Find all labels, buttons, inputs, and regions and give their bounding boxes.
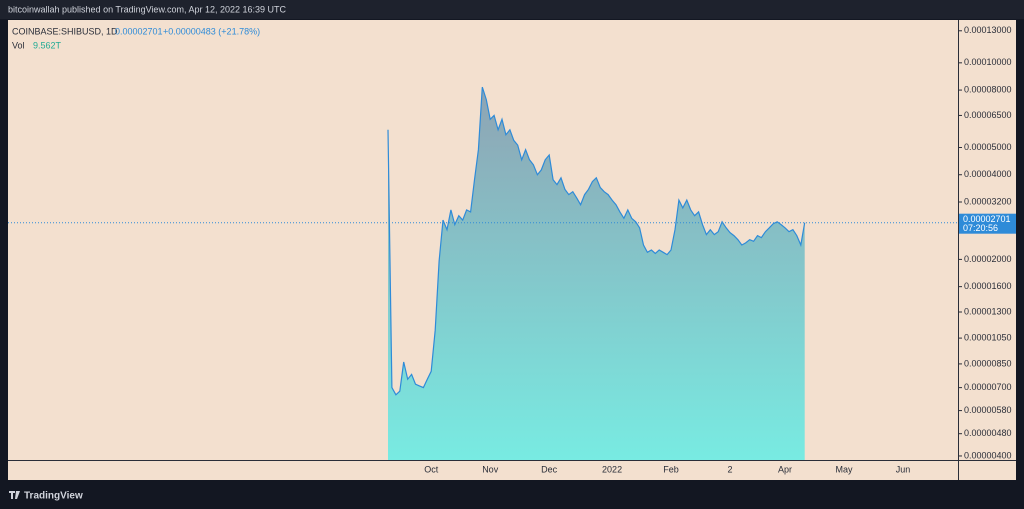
volume-value: 9.562T [33, 40, 62, 50]
time-axis [8, 461, 958, 480]
price-change: +0.00000483 (+21.78%) [163, 26, 260, 36]
last-price: 0.00002701 [115, 26, 163, 36]
x-tick-label: Jun [896, 464, 911, 474]
price-axis [959, 20, 1016, 480]
last-price-label: 0.00002701 [963, 214, 1011, 224]
y-tick-label: 0.00004000 [964, 169, 1012, 179]
y-tick-label: 0.00013000 [964, 25, 1012, 35]
x-tick-label: Oct [424, 464, 439, 474]
header-text: bitcoinwallah published on TradingView.c… [8, 4, 287, 14]
header-bar [0, 0, 1024, 19]
y-tick-label: 0.00010000 [964, 57, 1012, 67]
logo-icon [9, 491, 20, 499]
footer-text: TradingView [24, 491, 83, 502]
y-tick-label: 0.00008000 [964, 84, 1012, 94]
x-tick-label: May [835, 464, 853, 474]
x-tick-label: 2 [727, 464, 732, 474]
area-fill [388, 87, 805, 460]
x-tick-label: Nov [482, 464, 499, 474]
y-tick-label: 0.00001300 [964, 306, 1012, 316]
y-tick-label: 0.00000480 [964, 428, 1012, 438]
y-tick-label: 0.00001050 [964, 332, 1012, 342]
y-tick-label: 0.00000400 [964, 450, 1012, 460]
x-tick-label: Feb [663, 464, 679, 474]
footer-logo [9, 491, 20, 499]
x-tick-label: Dec [541, 464, 558, 474]
x-tick-label: 2022 [602, 464, 622, 474]
y-tick-label: 0.00000580 [964, 405, 1012, 415]
countdown-label: 07:20:56 [963, 223, 998, 233]
volume-label: Vol [12, 40, 25, 50]
price-line [387, 86, 806, 396]
y-tick-label: 0.00005000 [964, 142, 1012, 152]
symbol-name: COINBASE:SHIBUSD, 1D [12, 26, 118, 36]
y-tick-label: 0.00003200 [964, 196, 1012, 206]
y-tick-label: 0.00000700 [964, 382, 1012, 392]
last-price-box [959, 213, 1016, 234]
x-tick-label: Apr [778, 464, 792, 474]
y-tick-label: 0.00000850 [964, 358, 1012, 368]
y-tick-label: 0.00001600 [964, 281, 1012, 291]
y-tick-label: 0.00006500 [964, 110, 1012, 120]
y-tick-label: 0.00002000 [964, 254, 1012, 264]
